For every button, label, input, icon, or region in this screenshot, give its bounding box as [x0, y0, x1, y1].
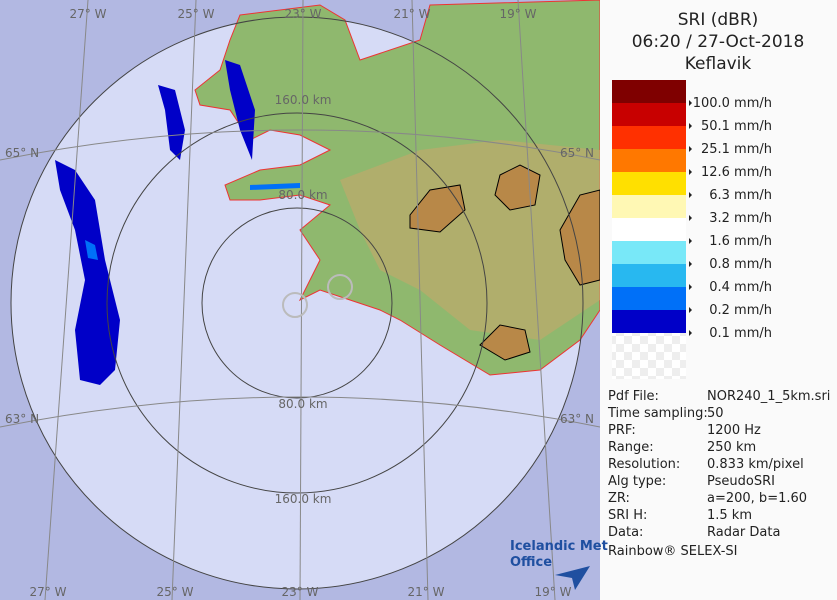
legend-title: SRI (dBR)	[678, 10, 759, 30]
legend-label: 0.1 mm/h	[709, 326, 772, 341]
legend-label: 6.3 mm/h	[709, 188, 772, 203]
info-key: Time sampling:	[607, 406, 708, 421]
map-area	[0, 0, 600, 600]
info-value: 50	[707, 406, 724, 421]
range-rings	[10, 16, 584, 590]
info-key: SRI H:	[608, 508, 647, 523]
info-value: a=200, b=1.60	[707, 491, 807, 506]
legend-swatch	[612, 172, 686, 195]
latitude-label: 65° N	[560, 146, 594, 160]
range-label: 160.0 km	[275, 93, 332, 107]
legend-tick	[689, 238, 692, 244]
info-key: Alg type:	[608, 474, 666, 489]
info-value: 1.5 km	[707, 508, 752, 523]
legend-tick	[689, 192, 692, 198]
info-key: PRF:	[608, 423, 636, 438]
legend-swatch	[612, 195, 686, 218]
meridian	[299, 0, 304, 600]
longitude-label: 25° W	[178, 7, 215, 21]
longitude-label: 25° W	[157, 585, 194, 599]
longitude-label: 27° W	[70, 7, 107, 21]
logo-mark	[555, 566, 590, 590]
legend-tick	[689, 284, 692, 290]
info-key: ZR:	[608, 491, 630, 506]
legend-label: 0.8 mm/h	[709, 257, 772, 272]
meridian	[44, 0, 89, 600]
range-ring	[106, 112, 488, 494]
parallel	[0, 129, 600, 161]
info-value: Radar Data	[707, 525, 780, 540]
logo-text: Icelandic Met	[510, 539, 608, 554]
meridian	[411, 0, 429, 600]
legend-label: 100.0 mm/h	[693, 96, 772, 111]
legend-tick	[689, 123, 692, 129]
legend-tick	[689, 261, 692, 267]
meridian	[171, 0, 197, 600]
legend-label: 0.2 mm/h	[709, 303, 772, 318]
longitude-label: 19° W	[500, 7, 537, 21]
latitude-label: 65° N	[5, 146, 39, 160]
legend-swatch	[612, 264, 686, 287]
legend-label: 25.1 mm/h	[701, 142, 772, 157]
longitude-label: 21° W	[408, 585, 445, 599]
legend-swatch	[612, 80, 686, 103]
info-key: Pdf File:	[608, 389, 659, 404]
legend-label: 0.4 mm/h	[709, 280, 772, 295]
info-key: Resolution:	[608, 457, 680, 472]
range-ring	[201, 207, 393, 399]
legend-tick	[689, 307, 692, 313]
latitude-label: 63° N	[560, 412, 594, 426]
parallel	[0, 396, 600, 428]
legend-tick	[689, 330, 692, 336]
range-ring	[10, 16, 584, 590]
info-key: Range:	[608, 440, 654, 455]
legend-swatch	[612, 241, 686, 264]
info-value: 0.833 km/pixel	[707, 457, 804, 472]
range-label: 80.0 km	[278, 188, 327, 202]
legend-label: 50.1 mm/h	[701, 119, 772, 134]
graticule	[0, 0, 600, 600]
meridian	[517, 0, 556, 600]
range-label: 80.0 km	[278, 397, 327, 411]
legend-tick	[689, 100, 692, 106]
glaciers	[409, 164, 600, 361]
legend-label: 12.6 mm/h	[701, 165, 772, 180]
longitude-label: 21° W	[394, 7, 431, 21]
footer: Rainbow® SELEX-SI	[608, 544, 738, 559]
legend-site: Keflavik	[685, 54, 752, 74]
range-label: 160.0 km	[275, 492, 332, 506]
legend-nodata	[612, 333, 686, 379]
info-value: 250 km	[707, 440, 756, 455]
radar-site	[327, 274, 353, 300]
legend-swatch	[612, 103, 686, 126]
info-value: NOR240_1_5km.sri	[707, 389, 830, 404]
legend-tick	[689, 169, 692, 175]
longitude-label: 19° W	[535, 585, 572, 599]
longitude-label: 23° W	[282, 585, 319, 599]
legend-swatch	[612, 149, 686, 172]
legend-swatch	[612, 218, 686, 241]
info-value: 1200 Hz	[707, 423, 761, 438]
legend-tick	[689, 146, 692, 152]
info-value: PseudoSRI	[707, 474, 775, 489]
radar-site	[282, 292, 308, 318]
longitude-label: 23° W	[285, 7, 322, 21]
legend-swatch	[612, 310, 686, 333]
legend-swatch	[612, 126, 686, 149]
radar-echo	[55, 60, 255, 385]
legend-swatch	[612, 287, 686, 310]
logo-text: Office	[510, 555, 552, 570]
info-key: Data:	[608, 525, 643, 540]
legend-label: 1.6 mm/h	[709, 234, 772, 249]
legend-tick	[689, 215, 692, 221]
longitude-label: 27° W	[30, 585, 67, 599]
legend-datetime: 06:20 / 27-Oct-2018	[632, 32, 805, 52]
latitude-label: 63° N	[5, 412, 39, 426]
legend-label: 3.2 mm/h	[709, 211, 772, 226]
